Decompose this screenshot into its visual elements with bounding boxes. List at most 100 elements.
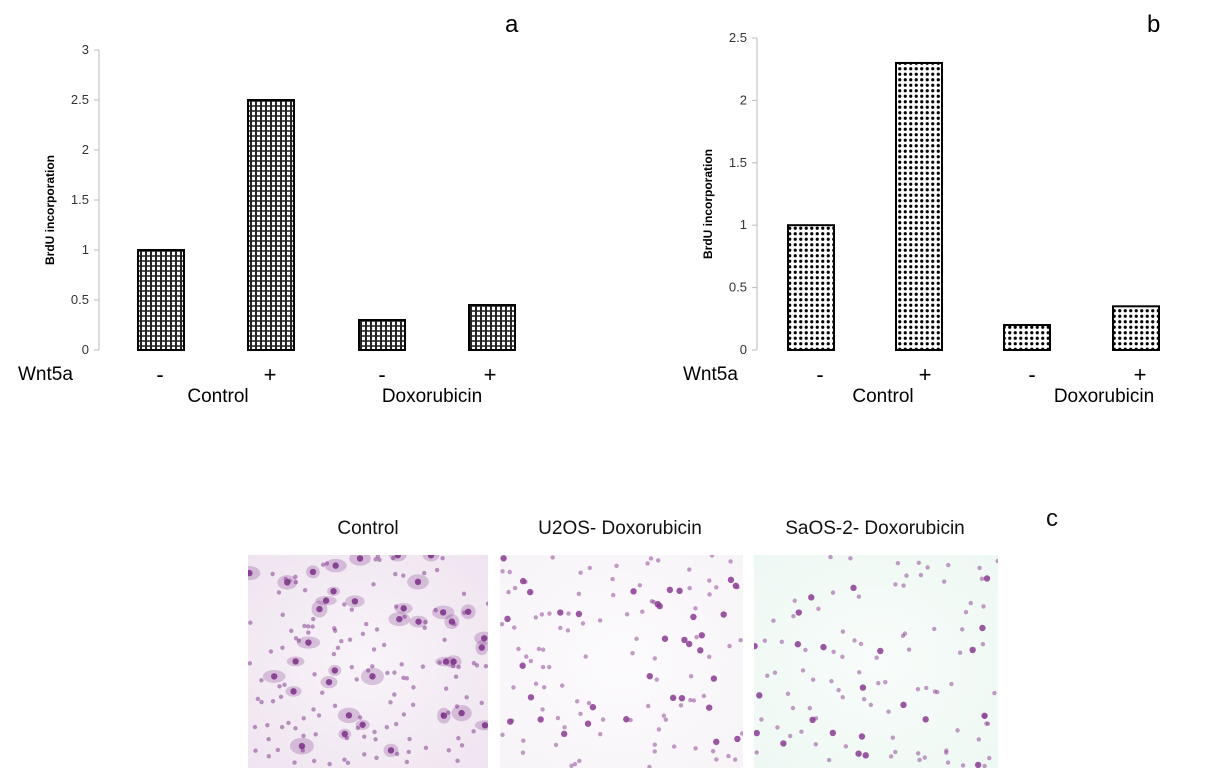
- cell-nucleus: [577, 758, 582, 764]
- cell-nucleus: [357, 715, 363, 720]
- cell-nucleus: [410, 702, 416, 708]
- y-tick-label: 2: [82, 142, 89, 157]
- cell-nucleus: [259, 678, 264, 683]
- cell-nucleus: [312, 672, 317, 677]
- cell-nucleus: [856, 594, 862, 599]
- cell-nucleus: [701, 693, 707, 699]
- cell-nucleus: [356, 555, 364, 562]
- cell-nucleus: [387, 747, 395, 754]
- cell-nucleus: [807, 706, 812, 711]
- y-tick-label: 0: [82, 342, 89, 357]
- cell-nucleus: [553, 742, 559, 748]
- cell-nucleus: [794, 641, 802, 648]
- micrograph-u2os-doxorubicin: [500, 555, 743, 768]
- cell-nucleus: [566, 611, 571, 616]
- cell-nucleus: [727, 643, 732, 649]
- cell-nucleus: [820, 643, 827, 651]
- cell-nucleus: [450, 658, 457, 665]
- cell-nucleus: [519, 662, 526, 669]
- cell-nucleus: [861, 697, 867, 702]
- cell-nucleus: [526, 588, 534, 596]
- cell-nucleus: [710, 749, 716, 754]
- cell-nucleus: [649, 599, 654, 604]
- cell-nucleus: [795, 609, 802, 616]
- cell-nucleus: [977, 565, 982, 571]
- cell-nucleus: [678, 694, 686, 702]
- cell-nucleus: [754, 750, 759, 755]
- cell-nucleus: [713, 738, 720, 746]
- cell-nucleus: [520, 750, 526, 755]
- cell-nucleus: [915, 687, 921, 692]
- cell-nucleus: [840, 695, 845, 700]
- cell-nucleus: [856, 670, 862, 675]
- cell-nucleus: [541, 685, 547, 690]
- cell-nucleus: [981, 604, 986, 609]
- cell-nucleus: [527, 694, 535, 701]
- cell-nucleus: [384, 724, 389, 730]
- cell-nucleus: [354, 677, 359, 682]
- cell-nucleus: [362, 734, 367, 739]
- cell-nucleus: [726, 753, 731, 759]
- cell-nucleus: [647, 764, 652, 768]
- bar: [358, 319, 406, 351]
- cell-nucleus: [893, 749, 898, 755]
- cell-nucleus: [453, 674, 459, 679]
- cell-nucleus: [982, 763, 987, 768]
- cell-nucleus: [557, 609, 564, 616]
- cell-nucleus: [434, 567, 440, 573]
- cell-nucleus: [727, 576, 735, 584]
- cell-nucleus: [960, 763, 966, 768]
- cell-nucleus: [634, 636, 639, 641]
- cell-nucleus: [394, 555, 401, 559]
- cell-nucleus: [270, 571, 275, 577]
- cell-nucleus: [437, 660, 442, 665]
- cell-nucleus: [714, 585, 719, 590]
- cell-nucleus: [471, 729, 476, 734]
- cell-nucleus: [915, 751, 921, 756]
- cell-nucleus: [452, 621, 457, 627]
- cell-nucleus: [886, 709, 891, 714]
- micrograph-vignette: [500, 555, 743, 768]
- cell-nucleus: [697, 647, 704, 654]
- cell-nucleus: [404, 676, 410, 681]
- cell-nucleus: [521, 738, 526, 743]
- cell-nucleus: [464, 695, 469, 700]
- cell-nucleus: [327, 761, 332, 767]
- y-axis-label: BrdU incorporation: [43, 155, 57, 265]
- cell-nucleus: [985, 721, 991, 726]
- cell-nucleus: [286, 720, 291, 726]
- cell-nucleus: [775, 725, 780, 730]
- cell-nucleus: [355, 725, 361, 731]
- cell-nucleus: [765, 673, 770, 678]
- cell-nucleus: [293, 636, 299, 641]
- cell-nucleus: [987, 755, 992, 761]
- cell-nucleus: [342, 602, 347, 607]
- cell-nucleus: [586, 700, 592, 706]
- cell-nucleus: [852, 638, 857, 643]
- cell-nucleus: [859, 684, 867, 691]
- cell-nucleus: [351, 598, 359, 605]
- cell-nucleus: [756, 692, 763, 699]
- bar: [247, 99, 295, 351]
- cell-nucleus: [600, 717, 606, 722]
- cell-nucleus: [901, 583, 906, 588]
- cell-nucleus: [536, 646, 542, 652]
- cell-nucleus: [407, 736, 412, 742]
- cell-nucleus: [485, 601, 488, 606]
- cell-nucleus: [280, 612, 285, 617]
- cell-nucleus: [399, 662, 404, 667]
- wnt5a-sign-label: -: [1028, 362, 1035, 387]
- cell-nucleus: [388, 700, 393, 705]
- cell-nucleus: [402, 614, 407, 619]
- cell-nucleus: [371, 647, 377, 652]
- cell-nucleus: [374, 627, 380, 632]
- cell-nucleus: [248, 661, 253, 666]
- cell-nucleus: [393, 571, 398, 577]
- y-tick-label: 2: [740, 92, 747, 107]
- cell-nucleus: [831, 649, 836, 654]
- cell-nucleus: [858, 733, 866, 740]
- y-tick-label: 2.5: [729, 30, 747, 45]
- cell-nucleus: [311, 707, 316, 712]
- cell-nucleus: [694, 634, 699, 640]
- bar: [1003, 324, 1051, 352]
